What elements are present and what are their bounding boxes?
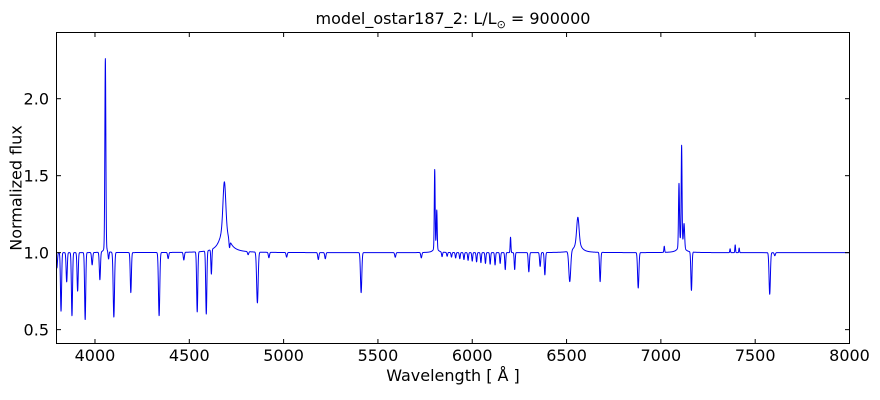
chart-title-text: model_ostar187_2: L/L <box>315 9 497 28</box>
x-tick-label-5500: 5500 <box>357 346 399 365</box>
sun-symbol: ⊙ <box>496 18 506 31</box>
x-tick-label-4500: 4500 <box>168 346 210 365</box>
y-tick-label-1.5: 1.5 <box>23 166 49 186</box>
x-tick-label-6500: 6500 <box>546 346 587 365</box>
chart-title-value: = 900000 <box>505 9 591 28</box>
x-axis-label: Wavelength [ Å ] <box>386 366 520 385</box>
chart-title: model_ostar187_2: L/L⊙ = 900000 <box>316 9 591 31</box>
x-tick-label-7500: 7500 <box>734 346 776 365</box>
x-tick-label-7000: 7000 <box>640 346 682 365</box>
y-tick-label-0.5: 0.5 <box>23 320 49 340</box>
x-tick-label-5000: 5000 <box>263 346 304 365</box>
x-tick-label-4000: 4000 <box>74 346 116 365</box>
plot-border <box>56 32 850 344</box>
spectrum-line <box>56 58 850 321</box>
x-tick-label-8000: 8000 <box>829 346 870 365</box>
axis-ticks <box>56 32 850 344</box>
y-tick-label-2.0: 2.0 <box>23 89 49 109</box>
y-tick-label-1.0: 1.0 <box>23 243 49 263</box>
x-tick-label-6000: 6000 <box>451 346 493 365</box>
